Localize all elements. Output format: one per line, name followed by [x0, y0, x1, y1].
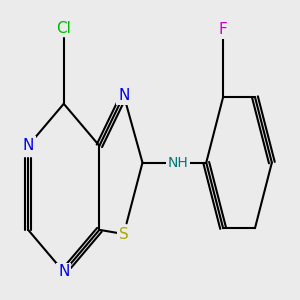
Text: N: N [22, 138, 34, 153]
Text: NH: NH [168, 156, 188, 170]
Text: Cl: Cl [56, 21, 71, 36]
Text: S: S [119, 226, 129, 242]
Text: N: N [58, 264, 69, 279]
Text: F: F [219, 22, 227, 37]
Text: N: N [118, 88, 129, 103]
